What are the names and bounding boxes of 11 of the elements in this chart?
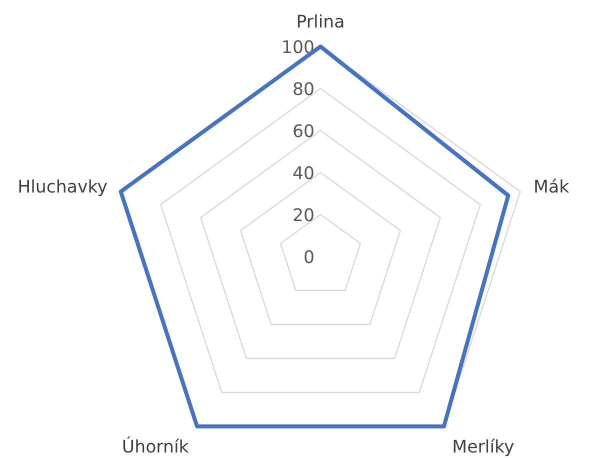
spoke-label: Merlíky bbox=[452, 438, 514, 458]
spoke-label: Mák bbox=[534, 177, 570, 198]
y-tick-label: 0 bbox=[303, 248, 315, 268]
y-tick-label: 60 bbox=[292, 122, 315, 142]
y-tick-label: 20 bbox=[292, 206, 315, 226]
spoke-label: Hluchavky bbox=[18, 177, 108, 198]
y-tick-label: 40 bbox=[292, 164, 315, 184]
spoke-label: Úhorník bbox=[122, 436, 189, 458]
y-tick-label: 100 bbox=[281, 38, 315, 58]
y-tick-label: 80 bbox=[292, 80, 315, 100]
spoke-label: Prlina bbox=[296, 12, 345, 32]
